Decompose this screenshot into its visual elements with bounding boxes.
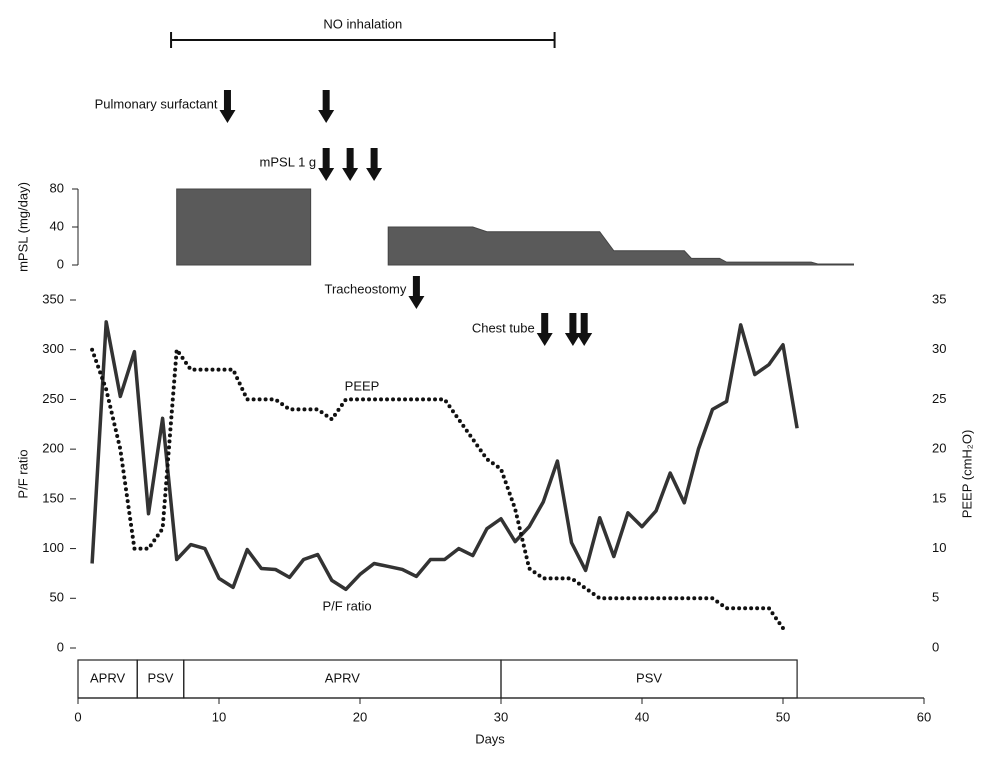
x-tick-label: 10 (212, 709, 226, 724)
mode-label: PSV (636, 670, 662, 685)
event-label: Chest tube (472, 320, 535, 335)
mpsl-area (387, 226, 854, 266)
pf-line (90, 320, 799, 592)
y-tick-label: 150 (42, 490, 64, 505)
y2-tick-label: 15 (932, 490, 946, 505)
y-tick-label: 300 (42, 341, 64, 356)
y2-tick-label: 20 (932, 441, 946, 456)
mode-label: APRV (325, 670, 360, 685)
y-tick-label: 50 (50, 590, 64, 605)
mode-box (500, 659, 798, 699)
event-arrow (366, 148, 383, 181)
y2-tick-label: 35 (932, 291, 946, 306)
event-arrow (408, 276, 425, 309)
y2-tick-label: 30 (932, 341, 946, 356)
peep-annotation: PEEP (345, 378, 380, 393)
x-tick-label: 20 (353, 709, 367, 724)
no-label: NO inhalation (323, 16, 402, 31)
x-tick-label: 60 (917, 709, 931, 724)
event-label: Tracheostomy (325, 281, 407, 296)
mode-label: APRV (90, 670, 125, 685)
x-tick-label: 30 (494, 709, 508, 724)
y2-tick-label: 25 (932, 391, 946, 406)
y2-tick-label: 5 (932, 590, 939, 605)
event-arrow (342, 148, 359, 181)
y2-tick-label: 0 (932, 639, 939, 654)
event-arrow (318, 148, 335, 181)
y-tick-label: 0 (57, 639, 64, 654)
mpsl-tick-label: 40 (50, 218, 64, 233)
x-tick-label: 50 (776, 709, 790, 724)
x-tick-label: 0 (74, 709, 81, 724)
y2-tick-label: 10 (932, 540, 946, 555)
event-arrow (219, 90, 236, 123)
mpsl-axis-title: mPSL (mg/day) (15, 182, 30, 272)
y-axis-title: P/F ratio (15, 449, 30, 498)
event-arrow (576, 313, 593, 346)
event-arrow (536, 313, 553, 346)
event-arrow (564, 313, 581, 346)
x-tick-label: 40 (635, 709, 649, 724)
y2-axis-title: PEEP (cmH₂O) (959, 430, 974, 519)
y-tick-label: 250 (42, 391, 64, 406)
y-tick-label: 200 (42, 441, 64, 456)
y-tick-label: 100 (42, 540, 64, 555)
event-arrow (318, 90, 335, 123)
pf-annotation: P/F ratio (322, 598, 371, 613)
y-tick-label: 350 (42, 291, 64, 306)
x-axis-title: Days (475, 731, 505, 746)
peep-line (90, 347, 785, 631)
mpsl-tick-label: 80 (50, 180, 64, 195)
mode-label: PSV (147, 670, 173, 685)
mpsl-area (176, 188, 312, 266)
event-label: Pulmonary surfactant (95, 96, 218, 111)
event-label: mPSL 1 g (260, 154, 317, 169)
mpsl-tick-label: 0 (57, 256, 64, 271)
